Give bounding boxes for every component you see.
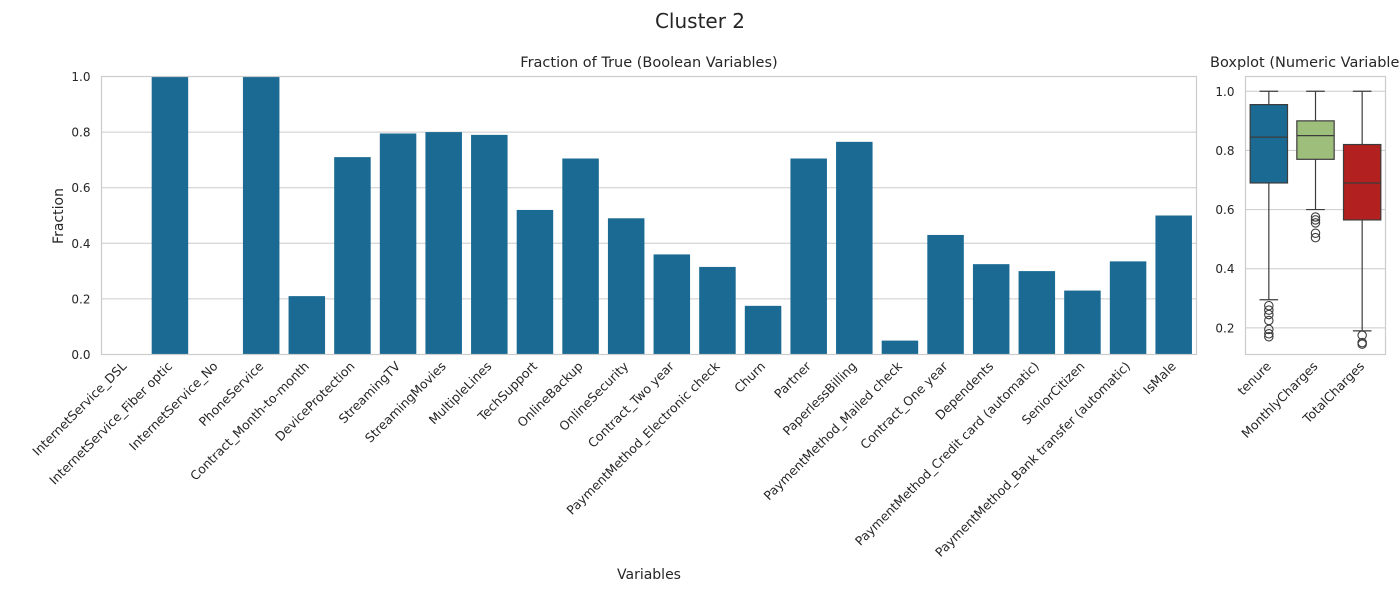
bar — [607, 218, 645, 355]
boxplot-outlier — [1264, 305, 1274, 315]
bar — [288, 296, 326, 355]
boxplot-y-tick-label: 0.8 — [1215, 144, 1234, 158]
boxplot-chart: Boxplot (Numeric Variables) 0.2 0.4 0.6 0.8… — [1210, 55, 1400, 441]
bar-chart-ylabel: Fraction — [51, 188, 67, 244]
bar-chart-title: Fraction of True (Boolean Variables) — [520, 55, 777, 71]
boxplot-monthlycharges — [1296, 90, 1335, 243]
bar-chart-bars — [151, 76, 1192, 355]
bar-y-tick-label: 0.2 — [71, 292, 90, 306]
bar-x-tick-label: InternetService_No — [126, 359, 221, 454]
bar-x-tick-label: StreamingMovies — [362, 359, 449, 446]
bar — [836, 141, 873, 355]
bar-y-tick-label: 0.4 — [71, 237, 90, 251]
bar-y-tick-label: 0.0 — [71, 348, 90, 362]
bar-chart-frame — [100, 75, 1198, 356]
boxplot-chart-title: Boxplot (Numeric Variables) — [1210, 55, 1400, 71]
boxplot-y-tick-label: 1.0 — [1215, 85, 1234, 99]
boxplot-outlier — [1310, 218, 1321, 228]
boxplot-outlier — [1264, 329, 1274, 339]
boxplot-outlier — [1310, 232, 1321, 243]
boxplot-outlier — [1264, 332, 1274, 342]
boxplot-frame — [1244, 75, 1387, 356]
bar — [562, 158, 599, 355]
bar — [425, 132, 462, 355]
bar — [379, 133, 417, 355]
bar — [242, 76, 280, 355]
boxplot-outlier — [1264, 309, 1274, 320]
boxplot-boxes — [1249, 90, 1382, 349]
boxplot-outlier — [1310, 228, 1321, 238]
bar — [881, 340, 919, 355]
bar — [1109, 261, 1147, 355]
boxplot-y-tick-label: 0.4 — [1215, 262, 1234, 276]
bar — [790, 158, 827, 355]
bar-y-tick-label: 1.0 — [71, 70, 90, 84]
bar-x-tick-label: IsMale — [1140, 358, 1179, 397]
bar — [516, 209, 554, 355]
boxplot-y-tick-label: 0.2 — [1215, 321, 1234, 335]
boxplot-outlier — [1264, 315, 1274, 326]
bar — [927, 234, 964, 355]
bar-chart-y-ticks: 0.0 0.2 0.4 0.6 0.8 1.0 — [71, 70, 90, 362]
bar-y-tick-label: 0.6 — [71, 181, 90, 195]
boxplot-outlier — [1264, 324, 1274, 335]
boxplot-box — [1249, 103, 1289, 184]
boxplot-tenure — [1249, 90, 1289, 342]
bar-chart: Fraction of True (Boolean Variables) Var… — [29, 55, 1198, 583]
bar — [653, 254, 691, 355]
boxplot-totalcharges — [1342, 90, 1382, 349]
bar — [471, 134, 508, 355]
bar — [1064, 290, 1101, 355]
bar — [1018, 271, 1056, 355]
bar-y-tick-label: 0.8 — [71, 126, 90, 140]
bar — [699, 266, 736, 355]
bar — [1155, 215, 1192, 355]
bar — [151, 76, 189, 355]
bar-chart-xlabel: Variables — [617, 567, 681, 583]
bar-x-tick-label: DeviceProtection — [272, 359, 358, 445]
bar-x-tick-label: Churn — [731, 359, 768, 396]
boxplot-y-tick-label: 0.6 — [1215, 203, 1234, 217]
bar-x-tick-label: Partner — [771, 358, 814, 401]
boxplot-y-ticks: 0.2 0.4 0.6 0.8 1.0 — [1215, 85, 1234, 336]
bar — [334, 157, 371, 355]
boxplot-outlier — [1310, 212, 1321, 222]
boxplot-x-tick-label: tenure — [1234, 358, 1274, 398]
bar-chart-x-ticks: InternetService_DSLInternetService_Fiber… — [29, 358, 1179, 560]
bar-x-tick-label: Contract_Two year — [585, 358, 678, 451]
bar — [972, 264, 1010, 355]
boxplot-box — [1342, 143, 1382, 221]
bar-x-tick-label: Contract_One year — [857, 358, 951, 452]
figure-title: Cluster 2 — [655, 9, 745, 33]
boxplot-outlier — [1310, 215, 1321, 225]
boxplot-outlier — [1357, 339, 1367, 349]
boxplot-box — [1296, 120, 1335, 160]
bar — [744, 305, 782, 355]
